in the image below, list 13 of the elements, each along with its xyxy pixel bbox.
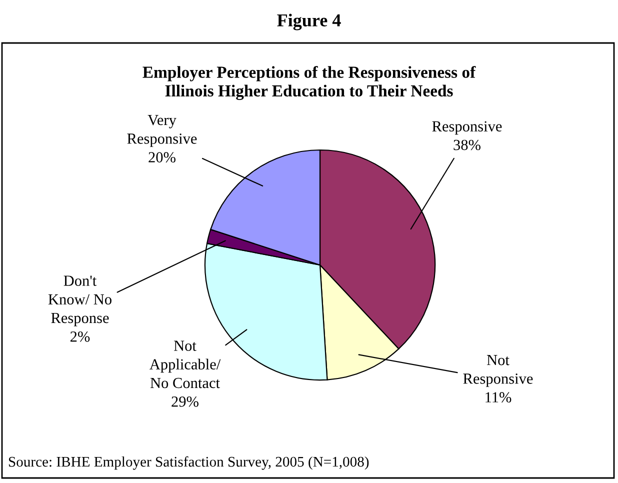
chart-subtitle: Figure 4 — [277, 14, 341, 30]
slice-label: Don't Know/ No Response — [48, 276, 112, 326]
data-label: 38% — [454, 140, 480, 150]
slice-label: Very Responsive — [127, 115, 197, 147]
data-label: 20% — [148, 152, 176, 162]
data-label: 29% — [172, 396, 198, 407]
data-label: 2% — [70, 331, 90, 342]
slice-label: Not Responsive — [463, 355, 533, 387]
data-label: 11% — [486, 392, 512, 402]
slice-label: Responsive — [432, 121, 502, 135]
chart-title: Employer Perceptions of the Responsiveness of Illinois Higher Education to Their Needs — [142, 66, 476, 100]
source-note: Source: IBHE Employer Satisfaction Survey, 2005 (N=1,008) — [8, 456, 369, 470]
slice-label: Not Applicable/ No Contact — [150, 340, 221, 388]
